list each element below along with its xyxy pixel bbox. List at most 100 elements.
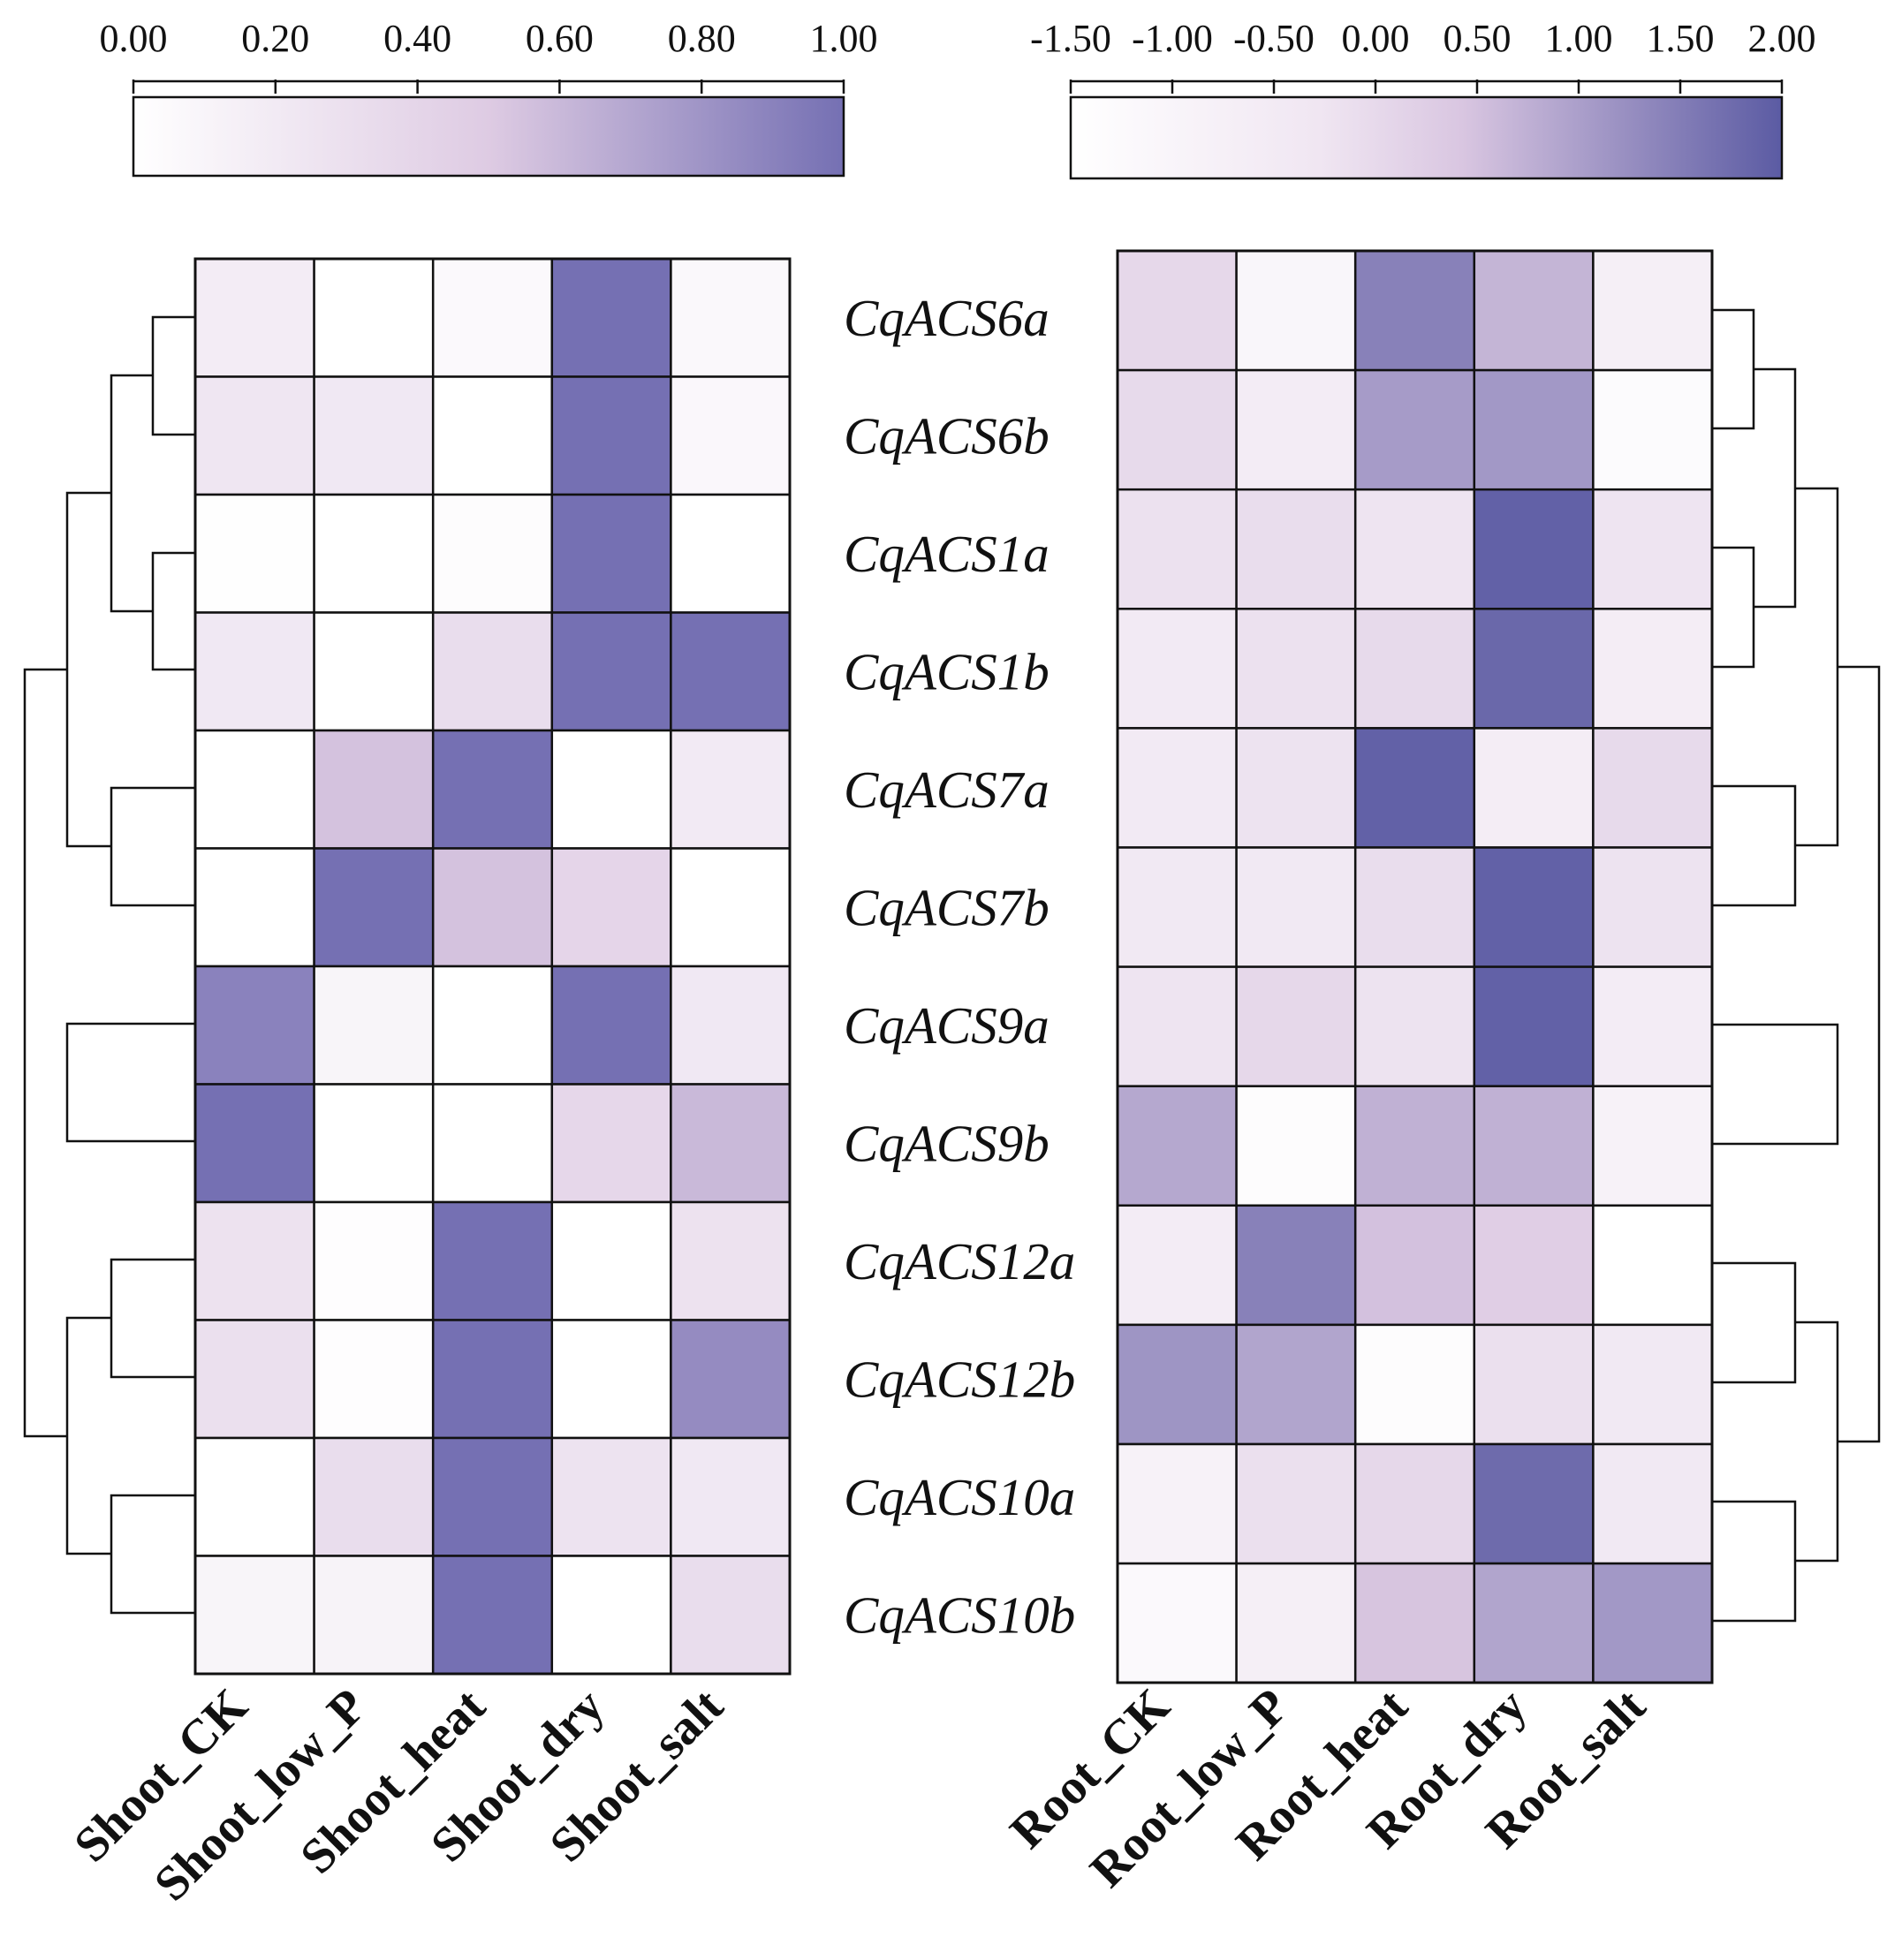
heatmap-cell <box>670 1555 792 1676</box>
heatmap-cell <box>550 965 672 1086</box>
heatmap-cell <box>1235 249 1357 372</box>
heatmap-cell <box>550 1083 672 1204</box>
heatmap-cell <box>1592 488 1714 610</box>
heatmap-cell <box>193 611 315 732</box>
heatmap-cell <box>1473 965 1595 1087</box>
heatmap-cell <box>670 1436 792 1557</box>
heatmap-cell <box>1235 1204 1357 1327</box>
heatmap-cell <box>193 1555 315 1676</box>
heatmap-cell <box>670 611 792 732</box>
heatmap-cell <box>1116 488 1238 610</box>
heatmap-cell <box>1473 1085 1595 1207</box>
heatmap-cell <box>313 847 435 968</box>
heatmap-cell <box>1353 965 1476 1087</box>
heatmap-cell <box>670 965 792 1086</box>
heatmap-cell <box>1116 249 1238 372</box>
heatmap-cell <box>431 375 554 496</box>
colorbar-tick-label: -1.00 <box>1132 17 1213 60</box>
colorbar-tick-label: -1.50 <box>1030 17 1111 60</box>
gene-label: CqACS10a <box>844 1468 1075 1526</box>
heatmap-cell <box>1353 727 1476 849</box>
root-colorbar-gradient <box>1069 95 1784 180</box>
heatmap-cell <box>1592 727 1714 849</box>
heatmap-cell <box>193 1319 315 1440</box>
gene-label: CqACS1a <box>844 525 1050 583</box>
heatmap-cell <box>313 965 435 1086</box>
heatmap-cell <box>550 847 672 968</box>
root-column-labels: Root_CKRoot_low_PRoot_heatRoot_dryRoot_s… <box>1000 1678 1656 1898</box>
heatmap-cell <box>193 1436 315 1557</box>
colorbar-tick-label: -0.50 <box>1233 17 1315 60</box>
heatmap-cell <box>1473 846 1595 968</box>
heatmap-cell <box>550 729 672 850</box>
heatmap-cell <box>193 847 315 968</box>
heatmap-cell <box>1473 368 1595 491</box>
heatmap-cell <box>1353 608 1476 730</box>
colorbar-tick-label: 0.00 <box>100 17 168 60</box>
heatmap-cell <box>1592 846 1714 968</box>
heatmap-cell <box>1473 249 1595 372</box>
heatmap-cell <box>1235 1085 1357 1207</box>
heatmap-cell <box>1235 965 1357 1087</box>
heatmap-cell <box>1235 368 1357 491</box>
heatmap-cell <box>193 1200 315 1321</box>
heatmap-cell <box>1592 608 1714 730</box>
colorbar-tick-label: 0.50 <box>1444 17 1512 60</box>
heatmap-cell <box>313 493 435 614</box>
heatmap-cell <box>670 729 792 850</box>
heatmap-cell <box>313 1200 435 1321</box>
colorbar-tick-label: 1.00 <box>810 17 878 60</box>
heatmap-cell <box>431 1319 554 1440</box>
heatmap-cell <box>1592 1323 1714 1446</box>
heatmap-cell <box>193 1083 315 1204</box>
heatmap-cell <box>1592 965 1714 1087</box>
heatmap-cell <box>431 257 554 378</box>
shoot-colorbar: 0.00 0.20 0.40 0.60 0.80 1.00 <box>100 17 878 178</box>
heatmap-cell <box>1116 846 1238 968</box>
heatmap-cell <box>1353 1562 1476 1684</box>
heatmap-cell <box>1473 727 1595 849</box>
gene-label: CqACS1b <box>844 642 1050 700</box>
heatmap-cell <box>1116 1204 1238 1327</box>
heatmap-cell <box>313 1083 435 1204</box>
heatmap-cell <box>550 1436 672 1557</box>
heatmap-cell <box>431 611 554 732</box>
shoot-heatmap-frame <box>193 257 792 1676</box>
gene-label: CqACS12a <box>844 1232 1075 1290</box>
root-colorbar-ticks: -1.50 -1.00 -0.50 0.00 0.50 1.00 1.50 2.00 <box>1030 17 1816 94</box>
heatmap-cell <box>1592 1085 1714 1207</box>
colorbar-tick-label: 0.20 <box>241 17 309 60</box>
heatmap-cell <box>1353 249 1476 372</box>
heatmap-cell <box>1353 488 1476 610</box>
heatmap-cell <box>431 493 554 614</box>
heatmap-cell <box>1235 488 1357 610</box>
heatmap-cell <box>313 1319 435 1440</box>
gene-label: CqACS9a <box>844 996 1050 1055</box>
heatmap-cell <box>1235 1562 1357 1684</box>
colorbar-tick-label: 0.00 <box>1342 17 1410 60</box>
heatmap-cell <box>1592 249 1714 372</box>
heatmap-cell <box>1235 1442 1357 1565</box>
heatmap-cell <box>670 847 792 968</box>
heatmap-cell <box>193 493 315 614</box>
heatmap-cell <box>670 1319 792 1440</box>
heatmap-cell <box>1116 608 1238 730</box>
heatmap-cell <box>431 1436 554 1557</box>
gene-label: CqACS7a <box>844 761 1050 819</box>
heatmap-cell <box>1353 1204 1476 1327</box>
heatmap-cell <box>431 1555 554 1676</box>
heatmap-cell <box>1116 1323 1238 1446</box>
gene-label: CqACS7b <box>844 878 1050 936</box>
heatmap-cell <box>431 1200 554 1321</box>
heatmap-cell <box>1116 1085 1238 1207</box>
heatmap-cell <box>313 375 435 496</box>
shoot-colorbar-ticks: 0.00 0.20 0.40 0.60 0.80 1.00 <box>100 17 878 94</box>
gene-label: CqACS10b <box>844 1585 1075 1644</box>
shoot-colorbar-gradient <box>132 95 845 178</box>
heatmap-cell <box>1353 1085 1476 1207</box>
colorbar-tick-label: 0.60 <box>526 17 594 60</box>
root-colorbar: -1.50 -1.00 -0.50 0.00 0.50 1.00 1.50 2.00 <box>1030 17 1816 180</box>
heatmap-cell <box>670 1200 792 1321</box>
heatmap-cell <box>431 847 554 968</box>
heatmap-cell <box>670 375 792 496</box>
